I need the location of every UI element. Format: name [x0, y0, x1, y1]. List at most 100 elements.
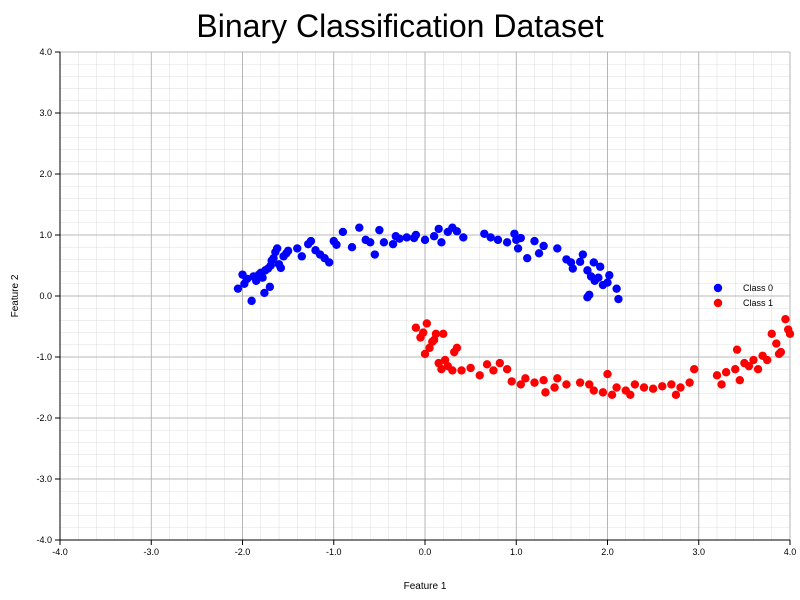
class-0-point: [452, 227, 462, 236]
class-1-point: [448, 366, 457, 375]
class-1-point: [516, 380, 526, 389]
class-0-point: [306, 236, 316, 246]
x-tick-label: -3.0: [143, 547, 159, 557]
y-tick-label: 3.0: [39, 108, 52, 118]
class-0-point: [260, 288, 269, 298]
class-1-point: [626, 390, 635, 400]
class-1-point: [749, 355, 758, 365]
class-0-point: [513, 244, 523, 253]
class-0-point: [539, 241, 548, 251]
class-0-point: [420, 235, 430, 245]
y-tick-label: -4.0: [36, 535, 52, 545]
class-1-point: [721, 368, 731, 377]
class-0-point: [596, 262, 605, 271]
class-1-point: [732, 345, 742, 354]
class-1-point: [502, 365, 512, 374]
class-1-point: [575, 378, 585, 387]
y-tick-label: -3.0: [36, 474, 52, 484]
class-1-point: [767, 329, 776, 339]
class-0-point: [534, 249, 544, 258]
class-1-point: [639, 383, 649, 392]
class-1-point: [437, 365, 446, 374]
class-1-point: [541, 388, 550, 397]
x-tick-label: 0.0: [419, 547, 432, 557]
class-0-point: [258, 273, 267, 282]
class-1-point: [452, 343, 462, 353]
class-1-point: [562, 380, 571, 389]
class-0-point: [370, 250, 380, 259]
class-0-legend-label: Class 0: [743, 283, 773, 293]
class-1-point: [689, 365, 699, 374]
class-0-point: [355, 223, 364, 232]
class-0-point: [242, 274, 252, 284]
class-0-point: [530, 236, 539, 246]
class-1-point: [495, 358, 505, 368]
class-0-point: [297, 252, 307, 261]
class-0-point: [612, 284, 621, 293]
class-1-point: [598, 388, 608, 397]
x-tick-label: 4.0: [784, 547, 797, 557]
class-0-point: [324, 258, 334, 267]
class-0-point: [379, 238, 389, 247]
class-1-point: [785, 329, 795, 339]
class-1-point: [422, 319, 432, 328]
class-1-point: [457, 366, 466, 375]
y-tick-label: 1.0: [39, 230, 52, 240]
class-0-point: [272, 244, 282, 253]
class-0-point: [293, 244, 302, 253]
class-1-point: [776, 347, 786, 357]
class-1-point: [411, 323, 421, 332]
y-tick-label: 0.0: [39, 291, 52, 301]
class-1-point: [753, 365, 763, 374]
class-1-point: [553, 374, 562, 383]
class-0-point: [493, 235, 503, 245]
class-0-point: [402, 233, 411, 242]
class-0-point: [233, 284, 243, 293]
class-1-point: [530, 378, 539, 387]
class-1-point: [731, 365, 740, 374]
data-points: [233, 223, 795, 400]
class-0-point: [247, 296, 256, 306]
class-1-point: [420, 349, 430, 359]
class-0-point: [265, 282, 275, 292]
class-0-point: [347, 243, 357, 252]
class-1-point: [439, 329, 448, 339]
class-1-point: [676, 383, 685, 392]
class-1-point: [658, 382, 667, 391]
class-1-point: [589, 386, 599, 395]
class-0-point: [429, 232, 439, 241]
class-0-point: [523, 253, 532, 263]
class-1-legend-label: Class 1: [743, 298, 773, 308]
class-0-point: [603, 278, 612, 287]
class-1-point: [603, 369, 612, 379]
class-1-point: [521, 374, 530, 383]
x-tick-label: 3.0: [692, 547, 705, 557]
x-tick-label: -2.0: [235, 547, 251, 557]
class-1-point: [431, 329, 441, 339]
class-0-point: [388, 239, 398, 249]
class-1-point: [671, 390, 681, 400]
class-1-point: [648, 384, 658, 393]
class-0-point: [583, 293, 592, 302]
class-1-point: [475, 371, 484, 380]
class-1-point: [630, 380, 640, 389]
class-0-point: [437, 238, 446, 247]
legend: Class 0 Class 1: [713, 283, 773, 308]
axes: -4.0 -3.0 -2.0 -1.0 0.0 1.0 2.0 3.0 4.0 -4.0 -3.0 -…: [36, 47, 796, 557]
class-1-point: [744, 361, 754, 371]
chart-title: Binary Classification Dataset: [196, 8, 604, 44]
class-0-point: [589, 258, 599, 267]
class-1-point: [772, 339, 781, 348]
y-axis-label: Feature 2: [10, 274, 21, 317]
y-tick-label: -2.0: [36, 413, 52, 423]
class-1-point: [612, 383, 621, 392]
class-0-point: [594, 273, 603, 282]
class-0-point: [276, 263, 286, 273]
class-0-point: [338, 227, 348, 237]
class-0-point: [366, 238, 375, 247]
class-0-point: [283, 246, 293, 256]
class-1-point: [717, 380, 726, 389]
class-0-point: [411, 230, 421, 240]
class-0-point: [480, 229, 489, 238]
class-1-point: [489, 366, 498, 375]
